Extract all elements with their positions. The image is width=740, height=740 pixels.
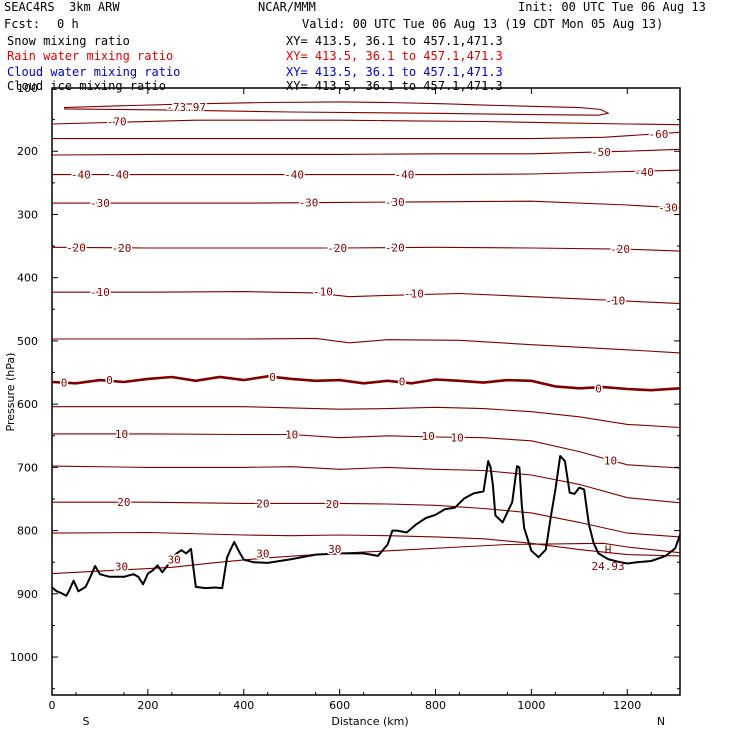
isotherm-30 [51, 542, 681, 575]
x-tick-label: 200 [137, 699, 158, 712]
extremum-label: H [605, 544, 612, 557]
y-tick-label: 600 [17, 398, 38, 411]
isotherm--40 [52, 169, 681, 176]
isotherm-5 [52, 406, 681, 429]
y-tick-label: 700 [17, 461, 38, 474]
contour-label: -10 [404, 288, 424, 301]
contour-label: -30 [658, 202, 678, 215]
contour-label: -10 [313, 286, 333, 299]
field-xy-snow: XY= 413.5, 36.1 to 457.1,471.3 [286, 34, 503, 48]
x-tick-label: 0 [49, 699, 56, 712]
y-tick-label: 100 [17, 82, 38, 95]
isotherm--50 [51, 148, 681, 156]
axes: 0 200 400 600 800 1000 12001002003004005006007… [10, 82, 680, 712]
isotherm--20 [51, 246, 681, 252]
contour-label: 30 [168, 554, 181, 567]
terrain-profile [51, 455, 681, 597]
contour-label: -20 [112, 242, 132, 255]
contour-label: -40 [71, 169, 91, 182]
contour-label: 0 [269, 371, 276, 384]
forecast-label: Fcst: [4, 17, 41, 31]
plot-frame [51, 87, 681, 696]
x-tick-label: 600 [329, 699, 350, 712]
isotherm--73.97 [63, 101, 610, 116]
y-tick-label: 900 [17, 588, 38, 601]
isotherm--60 [52, 131, 681, 140]
y-tick-label: 300 [17, 208, 38, 221]
y-axis-label: Pressure (hPa) [4, 353, 17, 432]
field-name-snow: Snow mixing ratio [7, 34, 130, 48]
isotherm-10 [52, 433, 681, 469]
isotherm-25 [51, 531, 681, 557]
contour-label: -10 [90, 286, 110, 299]
contour-label: 0 [399, 375, 406, 388]
x-tick-label: 800 [425, 699, 446, 712]
contour-label: 10 [285, 429, 298, 442]
contour-label: -40 [634, 166, 654, 179]
contour-label: 30 [115, 561, 128, 574]
contour-label: -60 [648, 128, 668, 141]
org-title: NCAR/MMM [258, 0, 316, 14]
field-name-rain: Rain water mixing ratio [7, 49, 174, 63]
contour-labels: -73.97 -70 -60 -50 -40 -40 -40 -40 -40 -30 -30 -30 -… [59, 100, 679, 576]
isotherm-15 [51, 465, 681, 504]
contour-label: -20 [385, 241, 405, 254]
contour-label: 0 [106, 374, 113, 387]
model-title: SEAC4RS 3km ARW [4, 0, 120, 14]
extremum-label: 24.93 [592, 560, 625, 573]
contour-label: 0 [61, 377, 68, 390]
contour-label: -20 [610, 243, 630, 256]
y-tick-label: 1000 [10, 651, 38, 664]
contour-label: 20 [326, 498, 339, 511]
contour-label: -20 [327, 242, 347, 255]
contour-label: -20 [66, 241, 86, 254]
isotherm--70 [51, 119, 681, 126]
contour-label: 20 [117, 496, 130, 509]
isotherm-contours [51, 101, 681, 575]
contour-label: 30 [256, 547, 269, 560]
y-tick-label: 500 [17, 335, 38, 348]
isotherm--5 [52, 337, 681, 354]
contour-label: 10 [115, 428, 128, 441]
field-xy-cloud-ice: XY= 413.5, 36.1 to 457.1,471.3 [286, 79, 503, 93]
forecast-hour: 0 h [57, 17, 79, 31]
isotherm-20 [52, 501, 681, 538]
contour-label: 10 [422, 430, 435, 443]
init-time: Init: 00 UTC Tue 06 Aug 13 [518, 0, 706, 14]
contour-label: 20 [256, 497, 269, 510]
contour-label: -40 [109, 169, 129, 182]
contour-label: -30 [385, 196, 405, 209]
x-axis-label: Distance (km) [331, 715, 408, 728]
valid-time: Valid: 00 UTC Tue 06 Aug 13 (19 CDT Mon … [302, 17, 664, 31]
isotherm-0 [51, 374, 681, 392]
contour-label: -70 [107, 116, 127, 129]
contour-label: -40 [394, 169, 414, 182]
x-tick-label: 1000 [517, 699, 545, 712]
isotherm--10 [52, 291, 681, 305]
contour-label: -30 [299, 196, 319, 209]
contour-label: 10 [450, 432, 463, 445]
x-endpoint-left: S [83, 715, 90, 728]
contour-label: -50 [591, 146, 611, 159]
field-xy-cloud-water: XY= 413.5, 36.1 to 457.1,471.3 [286, 65, 503, 79]
x-tick-label: 1200 [613, 699, 641, 712]
contour-label: 30 [328, 543, 341, 556]
field-name-cloud-water: Cloud water mixing ratio [7, 65, 181, 79]
contour-label: -30 [90, 197, 110, 210]
y-tick-label: 200 [17, 145, 38, 158]
terrain-line [51, 455, 681, 597]
y-tick-label: 800 [17, 525, 38, 538]
x-tick-label: 400 [233, 699, 254, 712]
contour-label: 0 [595, 382, 602, 395]
field-xy-rain: XY= 413.5, 36.1 to 457.1,471.3 [286, 49, 503, 63]
x-endpoint-right: N [657, 715, 665, 728]
contour-label: 10 [604, 454, 617, 467]
contour-label: -40 [284, 169, 304, 182]
isotherm--30 [52, 200, 681, 209]
contour-label: -73.97 [166, 101, 206, 114]
field-name-cloud-ice: Cloud ice mixing ratio [7, 79, 166, 93]
contour-label: -10 [605, 294, 625, 307]
y-tick-label: 400 [17, 272, 38, 285]
